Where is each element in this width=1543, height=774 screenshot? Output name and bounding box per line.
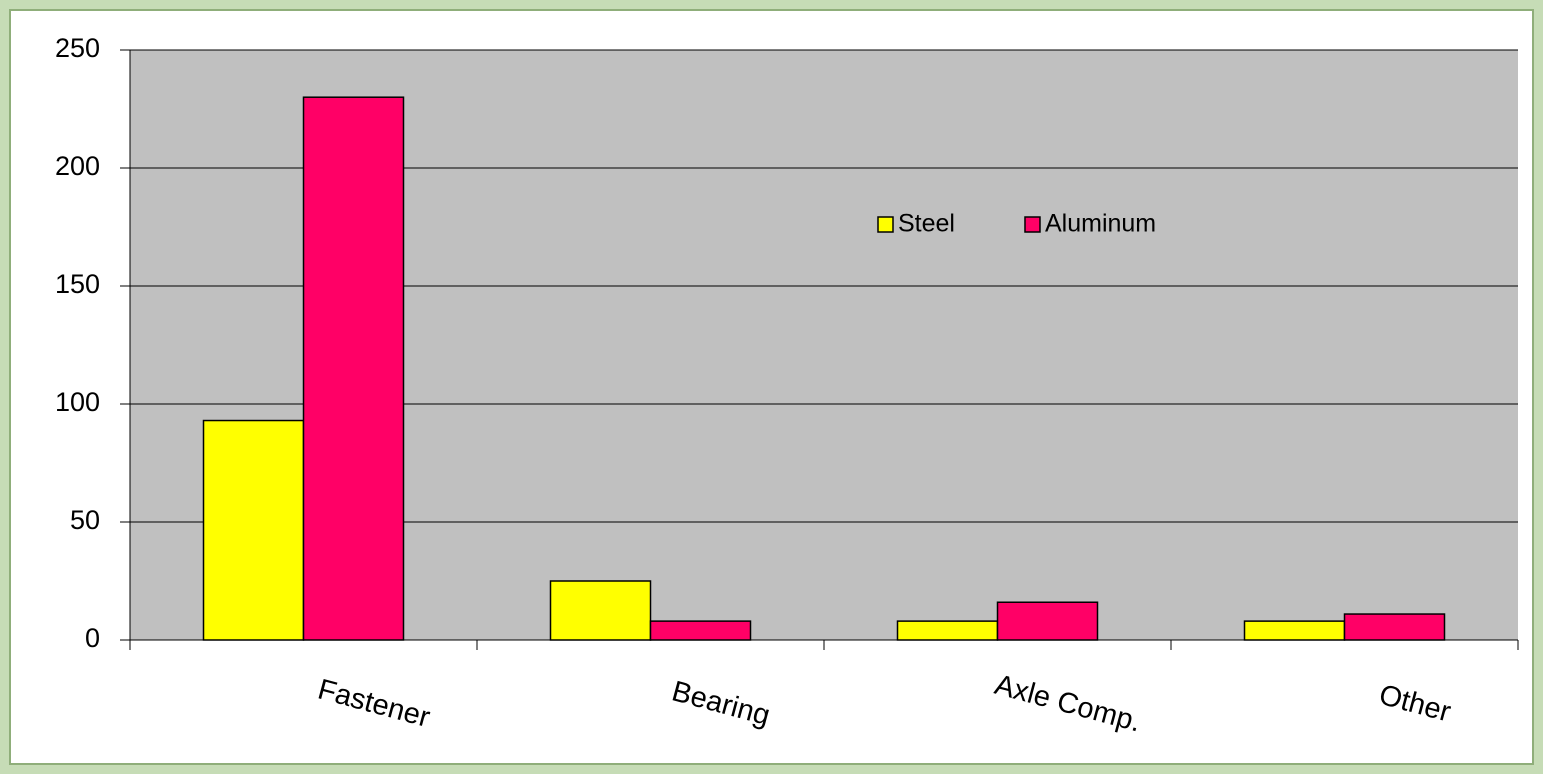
bar [896,620,999,641]
y-tick-label: 50 [70,505,100,535]
bar [649,620,752,641]
legend-swatch [1024,216,1041,233]
y-tick-label: 100 [55,387,100,417]
legend-label: Steel [898,210,955,238]
legend-swatch [877,216,894,233]
legend-label: Aluminum [1045,210,1156,238]
bar [1243,620,1346,641]
bar [996,601,1099,641]
bar [202,419,305,641]
y-tick-label: 200 [55,151,100,181]
bar [1343,613,1446,641]
bar [549,580,652,641]
y-tick-label: 0 [85,623,100,653]
y-tick-label: 250 [55,33,100,63]
bar [302,96,405,641]
y-tick-label: 150 [55,269,100,299]
